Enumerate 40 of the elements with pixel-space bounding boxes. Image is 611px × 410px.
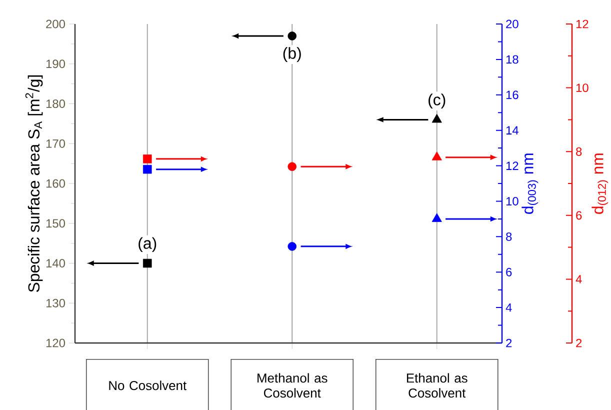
annotation: (b): [283, 47, 301, 62]
y3-tick-label: 10: [576, 84, 588, 92]
y2-tick-label: 10: [506, 196, 518, 206]
y2-tick-label: 6: [506, 268, 512, 276]
point: [432, 114, 442, 123]
y2-tick-label: 16: [506, 90, 518, 100]
y3-tick-label: 4: [576, 275, 582, 284]
y3-tick-label: 8: [576, 147, 582, 156]
y3-tick-label: 6: [576, 211, 582, 220]
y2-tick-label: 8: [506, 232, 512, 241]
point: [142, 258, 152, 268]
point: [432, 213, 442, 222]
annotation: (c): [428, 94, 446, 108]
y3-tick-label: 2: [576, 338, 582, 348]
y-tick-label: 130: [46, 298, 66, 308]
point: [142, 164, 152, 174]
y2-tick-label: 20: [506, 20, 518, 28]
y2-tick-label: 12: [506, 162, 518, 170]
y2-tick-label: 4: [506, 303, 512, 312]
x-tick-label: No Cosolvent: [109, 380, 186, 390]
y-axis-title: Specific surface area S$_{A}$ [m$^{2}$/g]: [25, 75, 43, 292]
y3-axis-title: d$_{(012)}$ nm: [592, 154, 608, 214]
x-tick-label: Methanol as Cosolvent: [258, 373, 328, 398]
y-tick-label: 120: [46, 338, 66, 348]
annotation: (a): [138, 237, 156, 252]
y2-axis-title: d$_{(003)}$ nm: [522, 154, 538, 214]
point: [288, 32, 297, 40]
x-tick-label: Ethanol as Cosolvent: [406, 373, 468, 398]
y2-tick-label: 2: [506, 338, 512, 348]
y2-tick-label: 14: [506, 126, 518, 134]
y2-tick-label: 18: [506, 55, 518, 64]
point: [288, 242, 297, 251]
y-tick-label: 160: [46, 179, 66, 188]
y-tick-label: 180: [46, 100, 66, 108]
y3-tick-label: 12: [576, 20, 588, 28]
y-tick-label: 190: [46, 60, 66, 68]
y-tick-label: 170: [46, 139, 66, 148]
y-tick-label: 140: [46, 259, 66, 268]
y-tick-label: 150: [46, 219, 66, 228]
y-tick-label: 200: [46, 20, 66, 28]
